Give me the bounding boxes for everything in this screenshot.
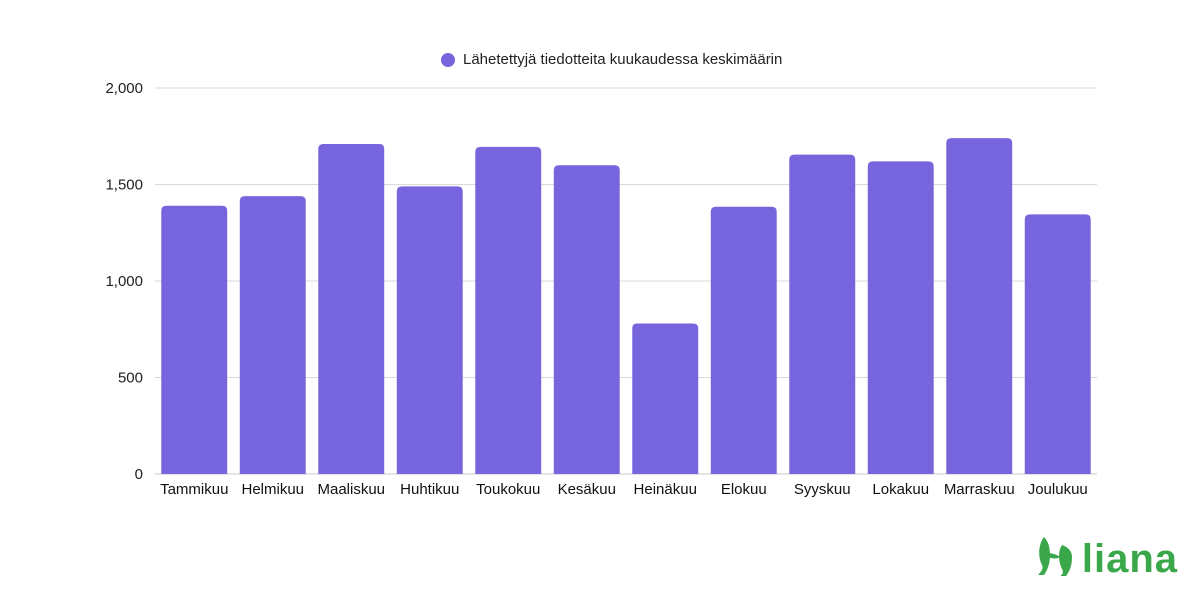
- x-tick-label: Maaliskuu: [317, 481, 385, 498]
- x-tick-label: Heinäkuu: [634, 481, 697, 498]
- y-tick-label: 500: [118, 370, 143, 387]
- liana-logo: liana: [1036, 535, 1178, 582]
- bar: [396, 186, 463, 474]
- x-tick-label: Joulukuu: [1028, 481, 1088, 498]
- bar: [318, 143, 385, 474]
- bar: [475, 146, 542, 475]
- logo-text: liana: [1081, 536, 1178, 581]
- x-tick-label: Elokuu: [721, 481, 767, 498]
- y-tick-label: 1,500: [105, 177, 143, 194]
- y-axis-labels: 0 500 1,000 1,500 2,000: [105, 80, 143, 483]
- x-tick-label: Syyskuu: [794, 481, 851, 498]
- liana-leaf-icon: [1036, 535, 1076, 582]
- bar: [946, 138, 1013, 474]
- grid: [155, 87, 1097, 475]
- legend-swatch: [441, 53, 455, 67]
- bars: [161, 138, 1091, 475]
- x-axis-labels: Tammikuu Helmikuu Maaliskuu Huhtikuu Toukoku…: [160, 481, 1088, 498]
- x-tick-label: Toukokuu: [476, 481, 540, 498]
- bar: [161, 205, 228, 475]
- bar: [867, 161, 934, 474]
- x-tick-label: Huhtikuu: [400, 481, 459, 498]
- x-tick-label: Marraskuu: [944, 481, 1015, 498]
- bar: [632, 323, 699, 474]
- x-tick-label: Lokakuu: [872, 481, 929, 498]
- x-tick-label: Kesäkuu: [558, 481, 616, 498]
- bar: [1024, 214, 1091, 475]
- x-tick-label: Helmikuu: [241, 481, 304, 498]
- y-tick-label: 1,000: [105, 273, 143, 290]
- legend-label: Lähetettyjä tiedotteita kuukaudessa kesk…: [463, 51, 782, 68]
- y-tick-label: 2,000: [105, 80, 143, 97]
- bar: [789, 154, 856, 474]
- legend: Lähetettyjä tiedotteita kuukaudessa kesk…: [441, 51, 782, 68]
- bar: [710, 206, 777, 474]
- y-tick-label: 0: [135, 466, 143, 483]
- bar: [553, 165, 620, 474]
- x-tick-label: Tammikuu: [160, 481, 228, 498]
- bar: [239, 196, 306, 474]
